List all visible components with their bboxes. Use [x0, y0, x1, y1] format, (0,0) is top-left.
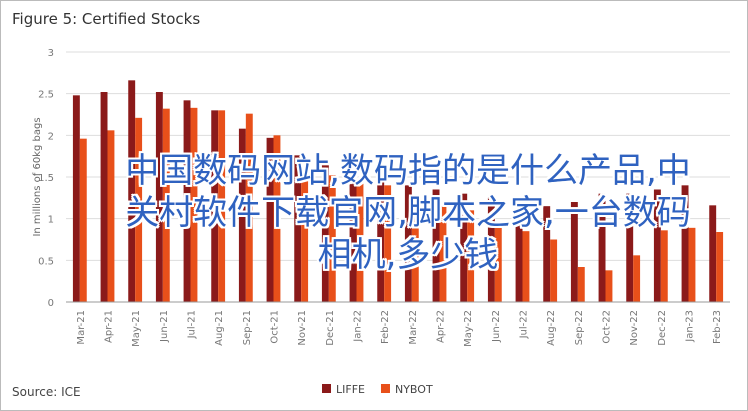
x-tick-label: Jul-21	[187, 310, 198, 339]
x-tick-label: Apr-22	[436, 310, 447, 343]
x-tick-label: Mar-21	[76, 310, 87, 345]
x-tick-label: Feb-23	[712, 310, 723, 344]
x-tick-label: Dec-22	[657, 310, 668, 346]
y-tick-label: 1.5	[38, 173, 54, 184]
bar	[162, 108, 170, 303]
x-tick-label: Apr-21	[104, 310, 115, 343]
y-tick-label: 0	[48, 298, 54, 309]
x-tick-label: May-21	[131, 310, 142, 347]
bar	[155, 92, 163, 302]
x-tick-label: Aug-22	[546, 310, 557, 346]
bar	[72, 95, 80, 302]
bar	[349, 172, 357, 302]
bar	[494, 226, 502, 302]
bar	[404, 185, 412, 302]
bar	[301, 170, 309, 302]
bar	[688, 227, 696, 302]
bar	[190, 107, 198, 302]
y-tick-label: 0.5	[38, 256, 54, 267]
bar	[183, 100, 191, 302]
x-tick-label: Nov-22	[629, 310, 640, 346]
overlay-text: 中国数码网站,数码指的是什么产品,中关村软件下载官网,脚本之家,一台数码相机,多…	[125, 151, 691, 275]
bar	[211, 110, 219, 302]
x-tick-label: Jul-22	[519, 310, 530, 339]
bar	[653, 189, 661, 302]
bar	[716, 232, 724, 302]
legend-label: NYBOT	[395, 383, 433, 396]
bar	[294, 155, 302, 302]
x-tick-label: Oct-21	[270, 310, 281, 344]
bar	[218, 110, 226, 302]
bar	[550, 239, 558, 302]
y-tick-label: 3	[48, 48, 54, 59]
bar	[384, 185, 392, 302]
bar	[570, 202, 578, 302]
bar	[273, 135, 281, 302]
legend-swatch	[380, 384, 390, 393]
bar	[432, 189, 440, 302]
x-tick-label: Dec-21	[325, 310, 336, 346]
chart-title: Figure 5: Certified Stocks	[12, 10, 200, 28]
bar	[709, 205, 717, 302]
bar	[543, 206, 551, 302]
x-tick-label: Jun-21	[159, 310, 170, 343]
bar	[79, 138, 87, 302]
bar	[356, 181, 364, 302]
x-tick-label: Jun-22	[491, 310, 502, 343]
x-tick-label: Sep-22	[574, 310, 585, 345]
bar	[681, 185, 689, 302]
y-tick-label: 1	[48, 215, 54, 226]
bar	[135, 117, 143, 302]
x-tick-label: Mar-22	[408, 310, 419, 345]
bar	[660, 230, 668, 302]
x-tick-label: Aug-21	[214, 310, 225, 346]
source: Source: ICE	[12, 385, 81, 399]
x-tick-label: Oct-22	[602, 310, 613, 344]
bar	[598, 193, 606, 302]
bar	[238, 128, 246, 302]
x-tick-label: Nov-21	[297, 310, 308, 346]
y-tick-label: 2.5	[38, 90, 54, 101]
bar	[577, 267, 585, 302]
bar	[128, 80, 136, 302]
bar	[377, 177, 385, 302]
bar	[321, 165, 329, 302]
x-tick-label: Jan-22	[353, 310, 364, 343]
bar	[460, 193, 468, 302]
x-tick-label: Jan-23	[685, 310, 696, 343]
bar	[328, 175, 336, 302]
bar	[633, 255, 641, 302]
bar	[467, 210, 475, 302]
bar	[266, 137, 274, 302]
bar	[487, 197, 495, 302]
x-tick-label: Feb-22	[380, 310, 391, 344]
bar	[522, 231, 530, 302]
x-tick-label: Sep-21	[242, 310, 253, 345]
bar	[107, 130, 115, 302]
y-tick-label: 2	[48, 131, 54, 142]
x-tick-label: May-22	[463, 310, 474, 347]
bar	[411, 202, 419, 302]
bar	[439, 206, 447, 302]
bar	[100, 92, 108, 302]
bar	[626, 193, 634, 302]
bar	[245, 113, 253, 303]
y-axis-label: In millions of 60kg bags	[32, 117, 43, 236]
bar	[515, 202, 523, 302]
bar	[605, 270, 613, 302]
legend-label: LIFFE	[336, 383, 365, 396]
legend-swatch	[322, 384, 331, 393]
